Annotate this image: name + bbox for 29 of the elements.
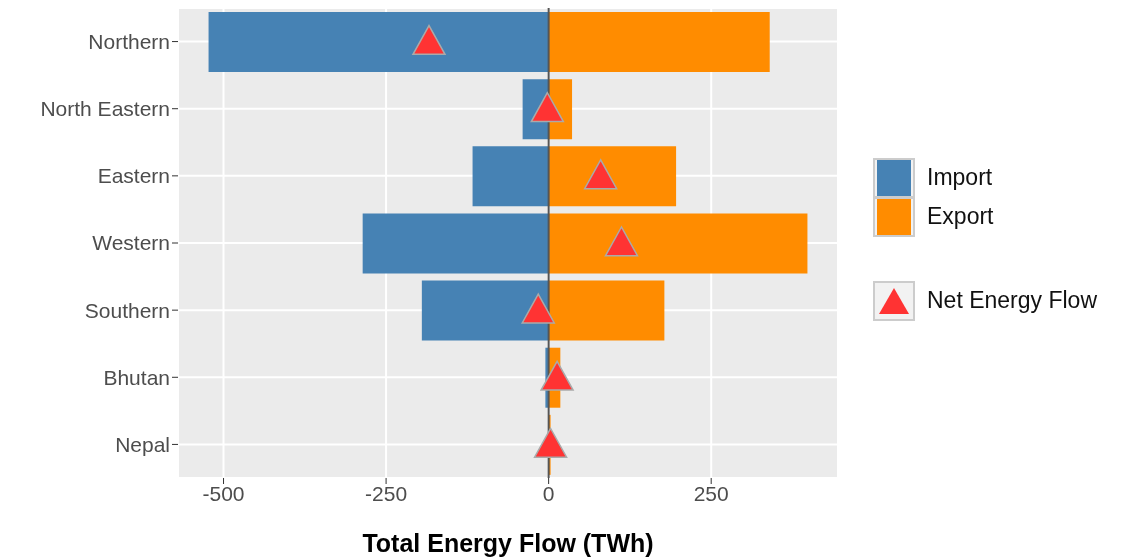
x-tick-label: -500 <box>202 481 245 505</box>
legend-label: Import <box>927 164 993 191</box>
point <box>530 91 565 123</box>
point <box>604 226 639 257</box>
point <box>533 427 568 458</box>
bar <box>548 280 665 341</box>
point <box>521 293 555 324</box>
y-tick-label: Nepal <box>115 432 170 456</box>
legend-label: Net Energy Flow <box>927 287 1098 314</box>
point <box>412 24 446 56</box>
bar <box>362 213 549 274</box>
point <box>540 360 574 391</box>
y-tick-label: Eastern <box>97 164 170 188</box>
y-tick-label: Western <box>92 231 170 255</box>
y-tick-label: North Eastern <box>40 97 170 121</box>
y-tick-label: Northern <box>88 30 170 54</box>
legend-label: Export <box>927 203 994 230</box>
y-tick-label: Bhutan <box>103 365 170 389</box>
x-tick-label: 0 <box>542 481 555 505</box>
x-tick-label: -250 <box>365 481 408 505</box>
x-axis-title: Total Energy Flow (TWh) <box>361 529 655 558</box>
bar <box>421 280 549 341</box>
bar <box>472 146 549 207</box>
bar <box>548 12 770 72</box>
bar <box>548 146 677 207</box>
bar <box>208 12 549 72</box>
x-tick-label: 250 <box>693 481 729 505</box>
y-tick-label: Southern <box>84 298 170 322</box>
bar <box>548 213 808 274</box>
